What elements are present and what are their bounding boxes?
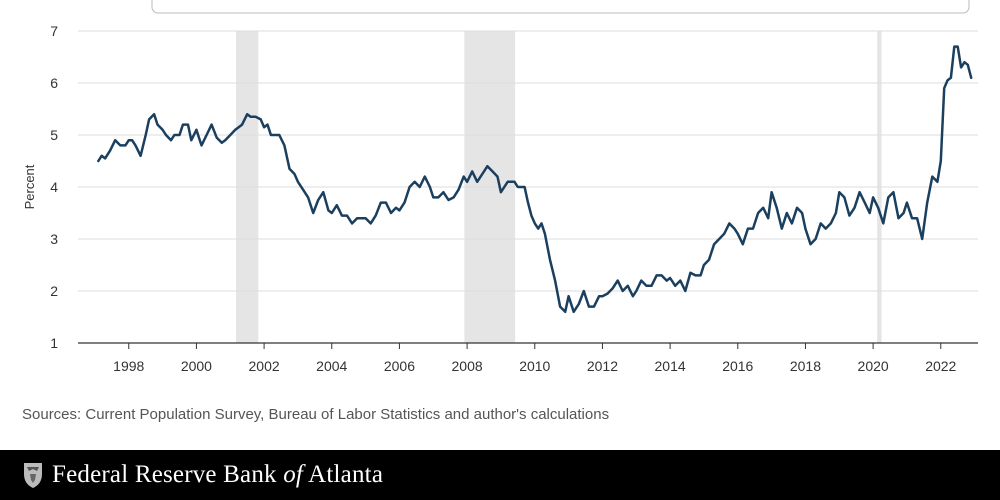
org-name-part: Federal Reserve Bank	[52, 461, 284, 488]
eagle-seal-icon	[24, 463, 42, 488]
y-tick-label: 5	[50, 127, 58, 143]
x-tick-label: 2018	[790, 358, 821, 374]
y-tick-label: 4	[50, 179, 58, 195]
y-axis-title: Percent	[22, 164, 37, 209]
y-tick-label: 2	[50, 283, 58, 299]
x-tick-label: 2008	[452, 358, 483, 374]
series-line	[97, 45, 973, 314]
footer-banner: Federal Reserve Bank of Atlanta	[0, 450, 1000, 500]
x-tick-label: 2022	[925, 358, 956, 374]
x-tick-label: 2020	[858, 358, 889, 374]
x-tick-label: 2006	[384, 358, 415, 374]
line-chart: 1 2 3 4 5 6 7 1998 2000 2002 2004 2006 2008 2010 2012 2…	[22, 0, 978, 374]
x-tick-label: 1998	[113, 358, 144, 374]
footer-org-name: Federal Reserve Bank of Atlanta	[52, 461, 383, 489]
source-note: Sources: Current Population Survey, Bure…	[22, 406, 610, 423]
x-tick-label: 2010	[519, 358, 550, 374]
org-name-part: Atlanta	[303, 461, 384, 488]
x-tick-label: 2014	[655, 358, 686, 374]
x-tick-label: 2000	[181, 358, 212, 374]
x-tick-label: 2004	[316, 358, 347, 374]
chart-area: 1 2 3 4 5 6 7 1998 2000 2002 2004 2006 2008 2010 2012 2…	[22, 0, 978, 374]
x-tick-label: 2002	[249, 358, 280, 374]
y-tick-label: 3	[50, 231, 58, 247]
y-tick-label: 1	[50, 335, 58, 351]
x-tick-label: 2016	[722, 358, 753, 374]
top-panel-edge	[151, 0, 970, 14]
x-tick-label: 2012	[587, 358, 618, 374]
y-tick-label: 7	[50, 23, 58, 39]
org-name-of: of	[283, 461, 304, 488]
y-tick-label: 6	[50, 75, 58, 91]
